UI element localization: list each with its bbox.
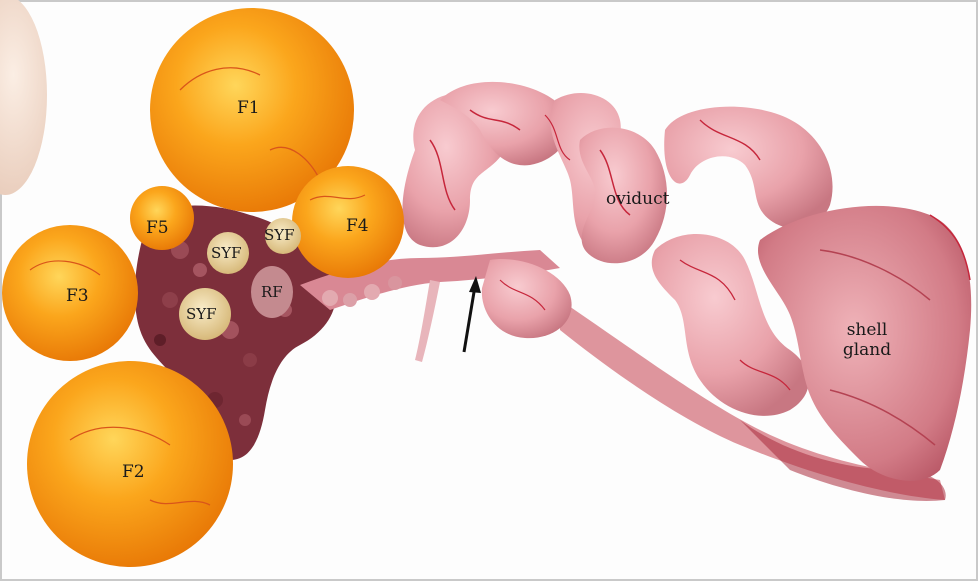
label-gland: gland — [842, 339, 892, 360]
oviduct — [402, 81, 668, 339]
shell-gland — [757, 205, 972, 481]
label-syf-b: SYF — [264, 226, 295, 244]
magnum-loop — [664, 106, 833, 229]
label-rf: RF — [261, 283, 283, 301]
small-yellow-follicle-c — [179, 288, 231, 340]
label-f5: F5 — [146, 218, 169, 238]
follicle-f4 — [292, 166, 404, 278]
label-shell: shell — [846, 320, 888, 340]
follicle-f1 — [150, 8, 354, 212]
regressing-follicle — [251, 266, 293, 318]
label-f2: F2 — [122, 462, 145, 482]
isthmus-loop — [651, 233, 809, 416]
small-yellow-follicle-a — [207, 232, 249, 274]
label-f1: F1 — [237, 98, 260, 118]
small-yellow-follicle-b — [265, 218, 301, 254]
egg-shape — [0, 0, 47, 195]
follicles — [2, 8, 404, 567]
label-syf-a: SYF — [211, 244, 242, 262]
label-shell-gland: shell gland — [842, 320, 892, 360]
follicle-f5 — [130, 186, 194, 250]
label-oviduct: oviduct — [606, 189, 670, 209]
follicle-f2 — [27, 361, 233, 567]
follicle-f3 — [2, 225, 138, 361]
label-f3: F3 — [66, 286, 89, 306]
label-syf-c: SYF — [186, 305, 217, 323]
label-f4: F4 — [346, 216, 369, 236]
arrow-icon — [462, 276, 481, 353]
